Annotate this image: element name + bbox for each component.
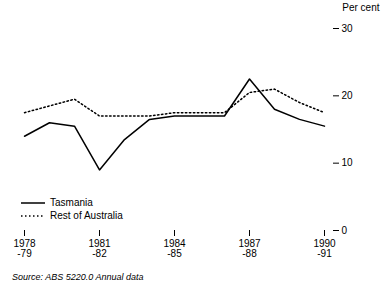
svg-text:30: 30 bbox=[342, 23, 354, 34]
html-text:Source: ABS 5220.0 Annual data: Source: ABS 5220.0 Annual data bbox=[12, 272, 144, 282]
svg-text:1981-82: 1981-82 bbox=[88, 238, 111, 259]
svg-text:0: 0 bbox=[342, 225, 348, 236]
svg-text:1990-91: 1990-91 bbox=[313, 238, 336, 259]
html-text:Tasmania: Tasmania bbox=[50, 197, 93, 208]
svg-text:1987-88: 1987-88 bbox=[238, 238, 261, 259]
svg-text:10: 10 bbox=[342, 157, 354, 168]
html-text:Rest of Australia: Rest of Australia bbox=[50, 210, 123, 221]
svg-text:20: 20 bbox=[342, 90, 354, 101]
svg-text:Per cent: Per cent bbox=[342, 2, 379, 13]
svg-text:1978-79: 1978-79 bbox=[13, 238, 36, 259]
svg-text:1984-85: 1984-85 bbox=[163, 238, 186, 259]
